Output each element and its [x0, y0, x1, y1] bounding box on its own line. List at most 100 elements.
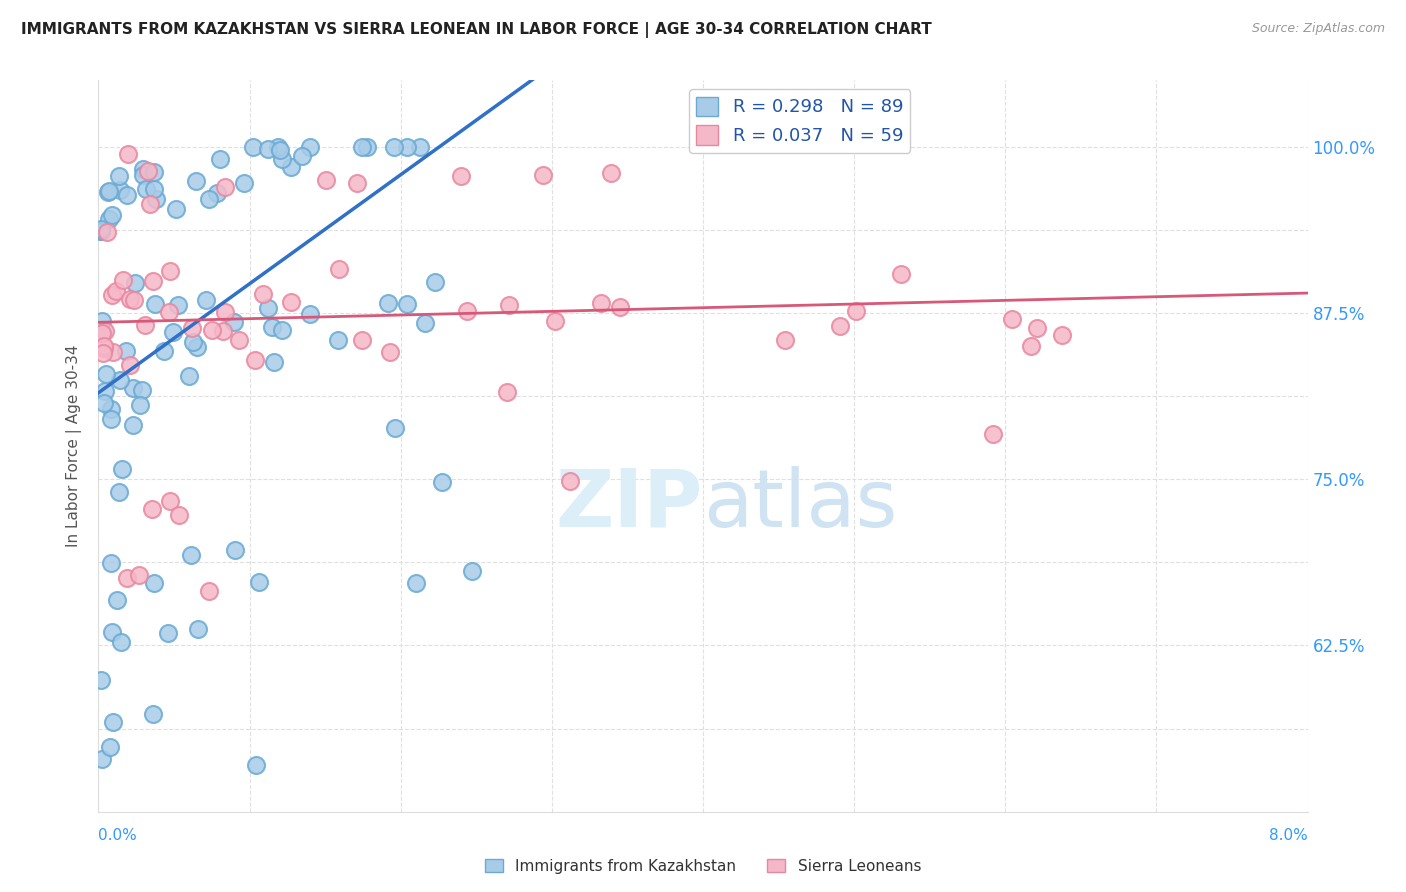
Point: [177, 369, 200, 384]
Point: [167, 298, 190, 312]
Point: [115, 188, 138, 202]
Point: [346, 176, 368, 190]
Point: [271, 323, 294, 337]
Point: [495, 384, 517, 399]
Point: [96, 367, 118, 381]
Point: [142, 182, 165, 196]
Point: [1026, 321, 1049, 335]
Point: [600, 166, 623, 180]
Point: [262, 319, 284, 334]
Point: [100, 402, 122, 417]
Point: [828, 318, 851, 333]
Point: [456, 304, 478, 318]
Point: [134, 318, 156, 333]
Point: [90, 326, 112, 340]
Point: [890, 268, 912, 282]
Text: 0.0%: 0.0%: [98, 828, 138, 843]
Point: [117, 146, 139, 161]
Point: [328, 262, 350, 277]
Point: [143, 575, 166, 590]
Text: Source: ZipAtlas.com: Source: ZipAtlas.com: [1251, 22, 1385, 36]
Point: [291, 149, 314, 163]
Point: [544, 314, 567, 328]
Point: [167, 508, 190, 522]
Point: [267, 140, 290, 154]
Point: [257, 301, 280, 316]
Point: [396, 140, 419, 154]
Point: [413, 316, 436, 330]
Point: [96, 225, 118, 239]
Point: [214, 305, 236, 319]
Point: [122, 293, 145, 307]
Point: [299, 140, 322, 154]
Point: [90, 673, 112, 687]
Point: [103, 345, 125, 359]
Point: [108, 485, 131, 500]
Point: [162, 325, 184, 339]
Point: [136, 163, 159, 178]
Point: [245, 353, 267, 368]
Point: [93, 384, 115, 398]
Point: [128, 568, 150, 582]
Point: [352, 140, 374, 154]
Point: [132, 168, 155, 182]
Point: [461, 564, 484, 578]
Point: [153, 343, 176, 358]
Point: [120, 358, 142, 372]
Point: [405, 575, 427, 590]
Point: [138, 197, 160, 211]
Point: [280, 294, 302, 309]
Point: [90, 224, 112, 238]
Point: [122, 418, 145, 433]
Point: [124, 276, 146, 290]
Point: [131, 383, 153, 397]
Point: [165, 202, 187, 217]
Point: [195, 293, 218, 307]
Point: [121, 381, 143, 395]
Point: [145, 192, 167, 206]
Point: [263, 355, 285, 369]
Point: [350, 333, 373, 347]
Point: [270, 152, 292, 166]
Point: [90, 224, 112, 238]
Point: [157, 305, 180, 319]
Point: [100, 624, 122, 639]
Point: [198, 192, 221, 206]
Point: [245, 758, 267, 772]
Point: [232, 176, 254, 190]
Point: [186, 174, 208, 188]
Point: [1050, 327, 1073, 342]
Point: [198, 583, 221, 598]
Text: IMMIGRANTS FROM KAZAKHSTAN VS SIERRA LEONEAN IN LABOR FORCE | AGE 30-34 CORRELAT: IMMIGRANTS FROM KAZAKHSTAN VS SIERRA LEO…: [21, 22, 932, 38]
Point: [180, 548, 202, 562]
Point: [100, 411, 122, 425]
Legend: Immigrants from Kazakhstan, Sierra Leoneans: Immigrants from Kazakhstan, Sierra Leone…: [479, 853, 927, 880]
Point: [90, 221, 112, 235]
Y-axis label: In Labor Force | Age 30-34: In Labor Force | Age 30-34: [66, 344, 83, 548]
Point: [118, 293, 141, 307]
Point: [609, 300, 631, 314]
Point: [143, 297, 166, 311]
Point: [212, 324, 235, 338]
Point: [110, 634, 132, 648]
Point: [257, 142, 280, 156]
Point: [180, 321, 202, 335]
Point: [101, 715, 124, 730]
Point: [224, 543, 246, 558]
Point: [100, 557, 122, 571]
Point: [141, 501, 163, 516]
Point: [983, 426, 1005, 441]
Point: [101, 208, 124, 222]
Point: [432, 475, 454, 489]
Point: [228, 333, 250, 347]
Point: [773, 333, 796, 347]
Point: [242, 140, 264, 154]
Point: [560, 474, 582, 488]
Point: [91, 752, 114, 766]
Point: [378, 344, 401, 359]
Point: [98, 739, 121, 754]
Point: [222, 315, 245, 329]
Point: [159, 264, 181, 278]
Point: [326, 333, 349, 347]
Point: [269, 143, 291, 157]
